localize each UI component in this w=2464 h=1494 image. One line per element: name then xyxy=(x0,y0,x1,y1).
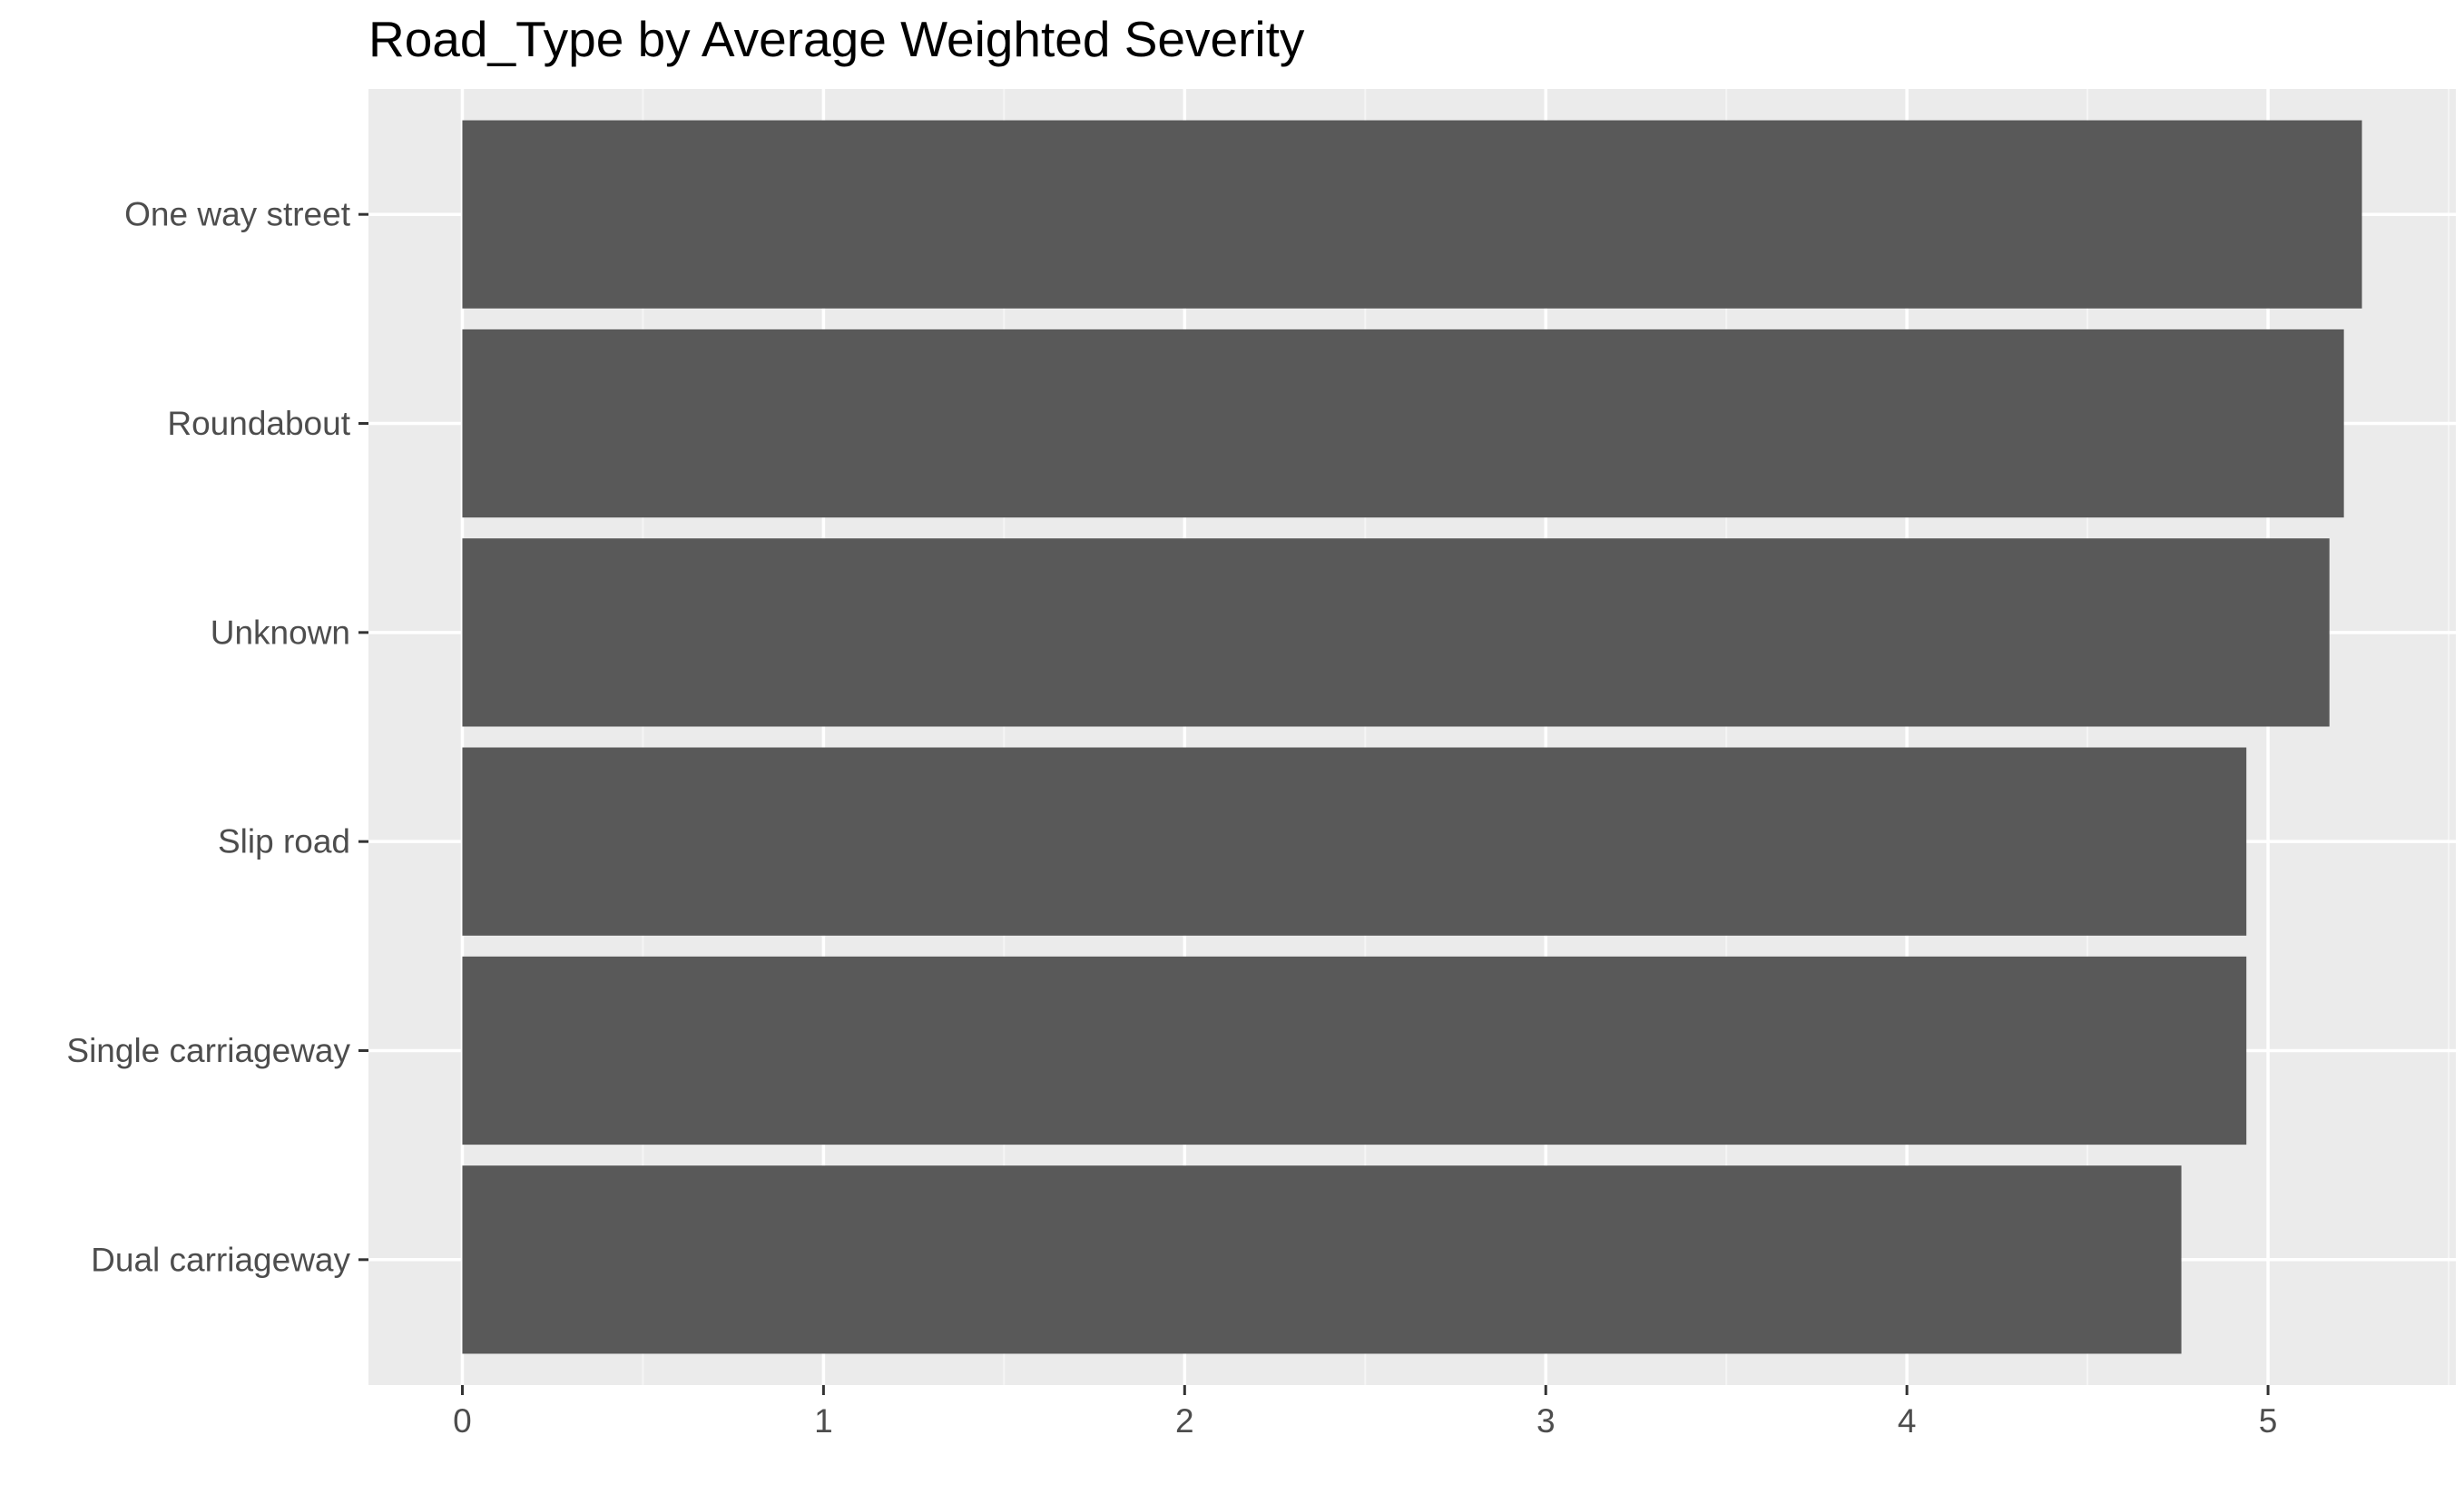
bar-slip-road xyxy=(462,747,2247,936)
x-tick-label: 2 xyxy=(1175,1402,1194,1440)
y-tick-label: Roundabout xyxy=(167,405,350,442)
y-axis: One way street Roundabout Unknown Slip road… xyxy=(66,196,368,1278)
bar-single-carriageway xyxy=(462,956,2247,1145)
x-tick-label: 4 xyxy=(1898,1402,1917,1440)
x-tick-label: 1 xyxy=(814,1402,833,1440)
bar-one-way-street xyxy=(462,120,2362,309)
bar-roundabout xyxy=(462,329,2344,518)
y-tick-label: Unknown xyxy=(211,614,350,651)
y-tick-label: Single carriageway xyxy=(66,1032,350,1069)
bar-unknown xyxy=(462,538,2330,727)
chart-title: Road_Type by Average Weighted Severity xyxy=(368,11,1305,67)
x-tick-label: 5 xyxy=(2259,1402,2278,1440)
y-tick-label: Dual carriageway xyxy=(91,1241,350,1278)
bars xyxy=(462,120,2362,1354)
x-tick-label: 0 xyxy=(453,1402,472,1440)
x-tick-label: 3 xyxy=(1536,1402,1556,1440)
bar-dual-carriageway xyxy=(462,1165,2182,1354)
y-tick-label: Slip road xyxy=(218,823,350,860)
x-axis: 0 1 2 3 4 5 xyxy=(453,1385,2277,1440)
y-tick-label: One way street xyxy=(124,196,351,233)
